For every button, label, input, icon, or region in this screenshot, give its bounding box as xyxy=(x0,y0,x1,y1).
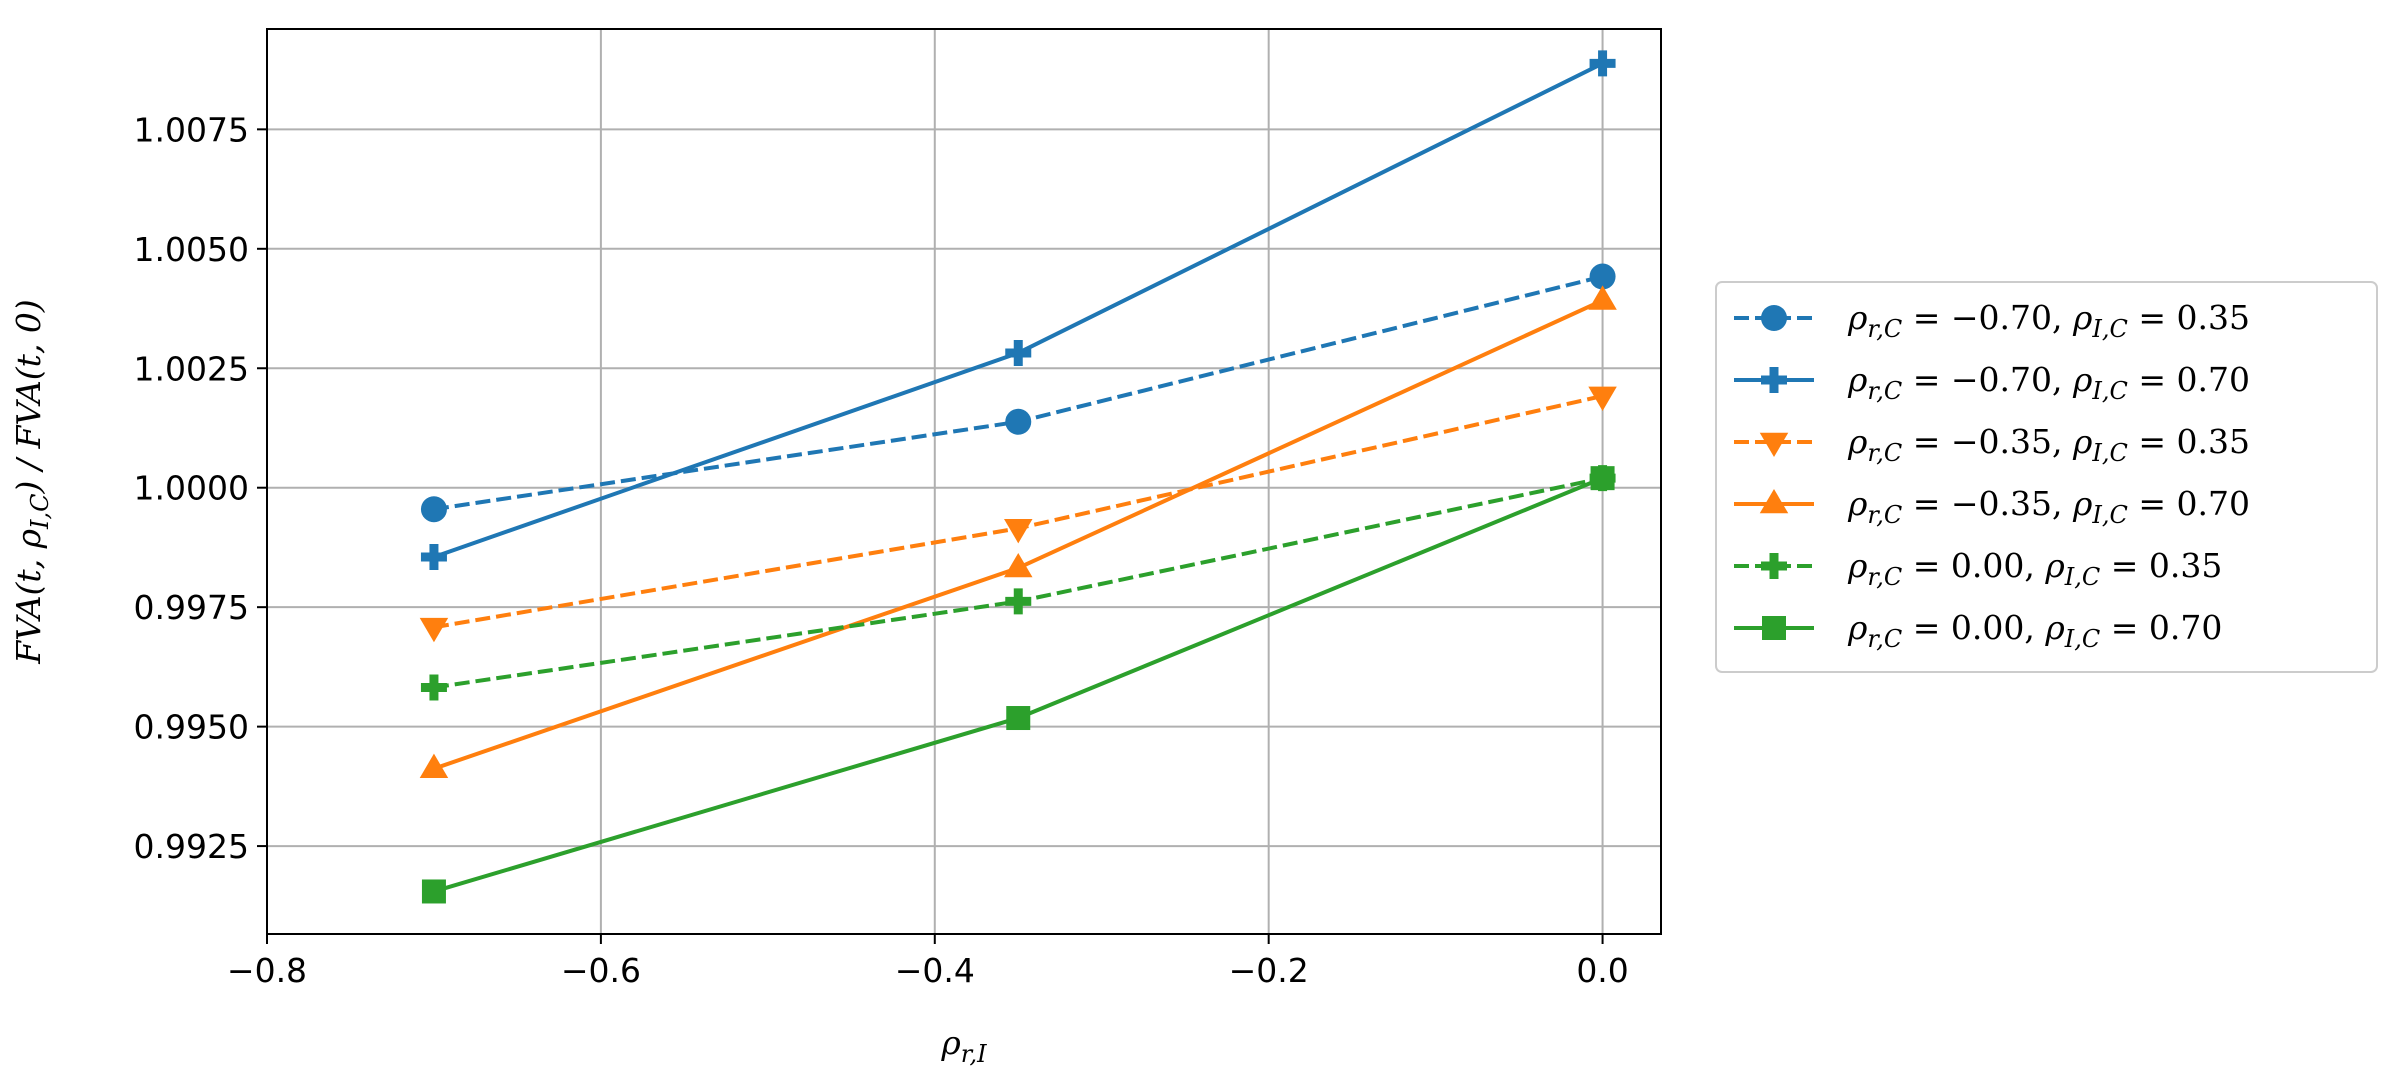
legend-entry: ρr,C = −0.35, ρI,C = 0.35 xyxy=(1734,422,2250,467)
legend-label: ρr,C = −0.70, ρI,C = 0.35 xyxy=(1847,298,2250,343)
data-point xyxy=(1005,339,1032,366)
data-point xyxy=(1588,285,1617,310)
series-0 xyxy=(420,263,1616,523)
legend-marker xyxy=(1759,489,1789,514)
data-point xyxy=(1006,706,1031,731)
legend-label: ρr,C = −0.35, ρI,C = 0.70 xyxy=(1847,484,2250,529)
y-tick-label: 1.0050 xyxy=(134,230,249,269)
series-5 xyxy=(421,466,1615,904)
x-tick-label: 0.0 xyxy=(1576,951,1628,990)
legend-label: ρr,C = 0.00, ρI,C = 0.35 xyxy=(1847,546,2222,591)
x-tick-label: −0.2 xyxy=(1229,951,1309,990)
legend-entry: ρr,C = −0.70, ρI,C = 0.70 xyxy=(1734,360,2250,405)
data-point xyxy=(420,543,447,570)
legend-label: ρr,C = −0.70, ρI,C = 0.70 xyxy=(1847,360,2250,405)
y-axis-title: FVA(t, ρI,C) / FVA(t, 0) xyxy=(9,299,54,665)
data-point xyxy=(420,674,447,701)
x-tick-label: −0.4 xyxy=(895,951,975,990)
legend-marker xyxy=(1761,305,1787,331)
data-point xyxy=(419,753,449,778)
plot-frame xyxy=(266,28,1662,935)
data-point xyxy=(1589,263,1616,290)
axis-titles: ρr,I FVA(t, ρI,C) / FVA(t, 0) xyxy=(9,299,987,1068)
legend-entry: ρr,C = −0.70, ρI,C = 0.35 xyxy=(1734,298,2250,343)
data-point xyxy=(1590,466,1615,491)
data-point xyxy=(419,617,449,643)
x-axis-title: ρr,I xyxy=(940,1023,987,1068)
legend-box xyxy=(1715,281,2378,673)
y-axis: 0.9925 0.9950 0.9975 1.0000 1.0025 1.0050 1.00… xyxy=(134,110,267,866)
legend-marker xyxy=(1762,616,1786,640)
y-tick-label: 0.9925 xyxy=(134,827,249,866)
grid xyxy=(266,29,1661,934)
data-point xyxy=(1004,552,1033,578)
legend-entry: ρr,C = 0.00, ρI,C = 0.70 xyxy=(1734,608,2222,653)
y-tick-label: 1.0025 xyxy=(134,349,249,388)
series-layer xyxy=(419,50,1617,904)
series-2 xyxy=(419,386,1617,643)
data-point xyxy=(1588,386,1617,411)
x-tick-label: −0.6 xyxy=(561,951,641,990)
x-tick-label: −0.8 xyxy=(227,951,307,990)
legend-marker xyxy=(1761,367,1787,393)
series-1 xyxy=(420,50,1616,570)
data-point xyxy=(1005,408,1032,435)
y-tick-label: 0.9975 xyxy=(134,588,249,627)
y-tick-label: 0.9950 xyxy=(134,708,249,747)
data-point xyxy=(420,496,447,523)
legend-entry: ρr,C = 0.00, ρI,C = 0.35 xyxy=(1734,546,2222,591)
legend-marker xyxy=(1761,553,1787,579)
y-tick-label: 1.0000 xyxy=(134,469,249,508)
series-3 xyxy=(419,285,1617,778)
x-axis: −0.8 −0.6 −0.4 −0.2 0.0 xyxy=(227,934,1629,990)
y-tick-label: 1.0075 xyxy=(134,110,249,149)
data-point xyxy=(1589,50,1616,77)
legend: ρr,C = −0.70, ρI,C = 0.35 ρr,C = −0.70, ρ… xyxy=(1715,281,2378,673)
legend-label: ρr,C = −0.35, ρI,C = 0.35 xyxy=(1847,422,2250,467)
data-point xyxy=(421,879,446,904)
data-point xyxy=(1005,588,1032,615)
legend-marker xyxy=(1759,432,1789,457)
legend-label: ρr,C = 0.00, ρI,C = 0.70 xyxy=(1847,608,2222,653)
data-point xyxy=(1004,519,1033,544)
legend-entry: ρr,C = −0.35, ρI,C = 0.70 xyxy=(1734,484,2250,529)
